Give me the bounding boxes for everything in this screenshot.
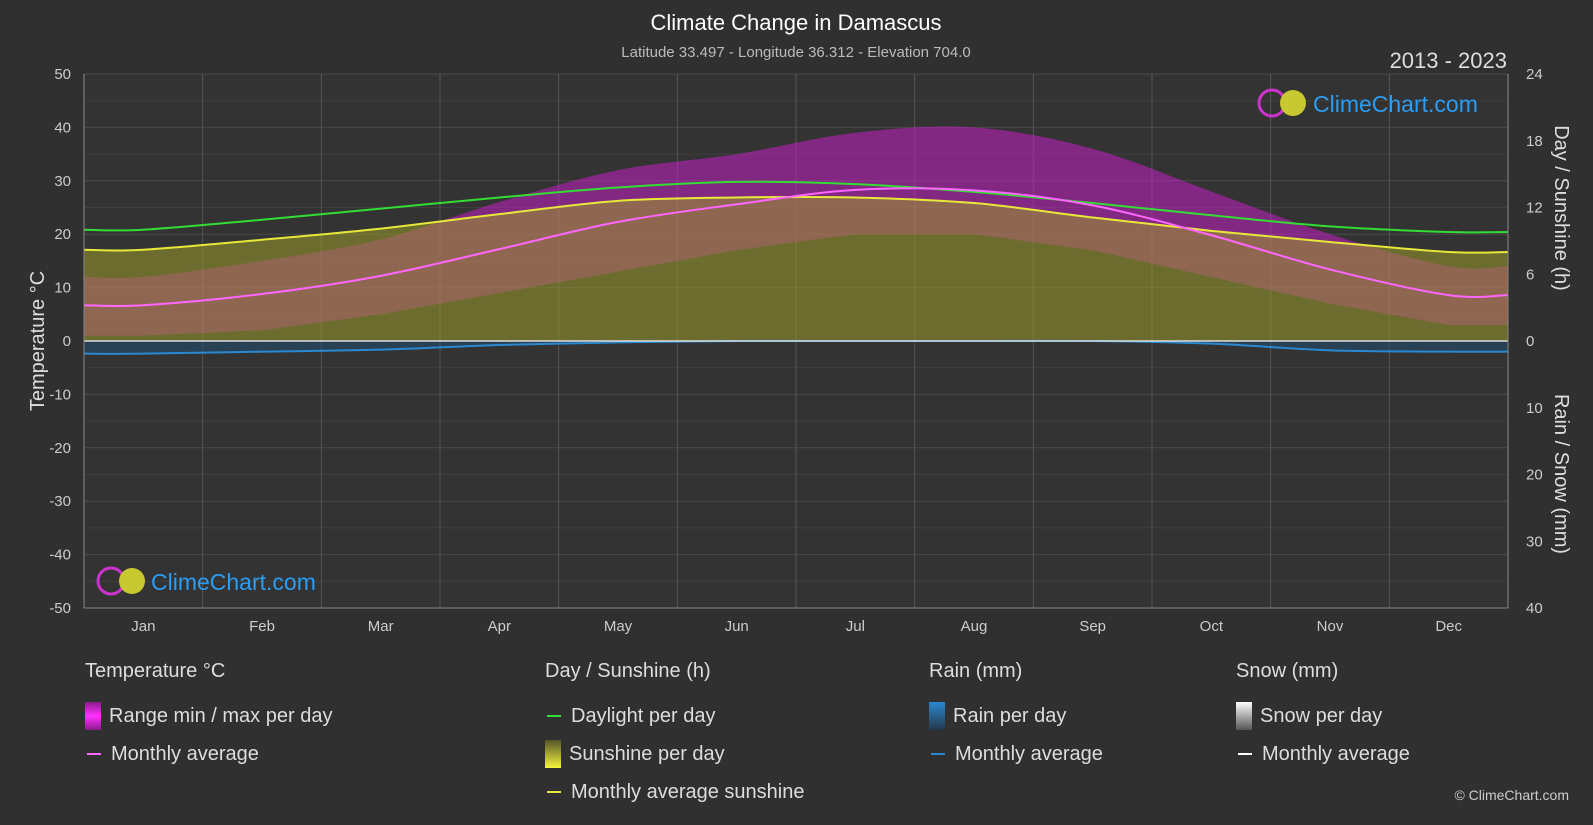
temp-avg-swatch (87, 753, 101, 755)
right-tick-label-rain: 30 (1526, 533, 1543, 550)
x-tick-label: Oct (1200, 618, 1224, 635)
daylight-swatch (547, 715, 561, 717)
sunshine-avg-swatch (547, 791, 561, 793)
temp-range-swatch (85, 702, 101, 730)
legend-temp-avg-label: Monthly average (111, 742, 259, 765)
legend-snow-avg-label: Monthly average (1262, 742, 1410, 765)
legend-sunshine-label: Sunshine per day (569, 742, 725, 765)
right-tick-label-rain: 20 (1526, 467, 1543, 484)
legend-rain-avg-label: Monthly average (955, 742, 1103, 765)
x-tick-label: Feb (249, 618, 275, 635)
left-tick-label: -40 (49, 547, 71, 564)
left-tick-label: -30 (49, 493, 71, 510)
right-tick-label-hours: 12 (1526, 200, 1543, 217)
legend-temperature-title: Temperature °C (85, 660, 226, 682)
x-tick-label: Jul (846, 618, 865, 635)
daylight-line (84, 180, 1508, 234)
chart-subtitle: Latitude 33.497 - Longitude 36.312 - Ele… (621, 44, 970, 61)
right-axis-label-top: Day / Sunshine (h) (1550, 125, 1572, 291)
right-tick-label-hours: 6 (1526, 266, 1534, 283)
chart-title: Climate Change in Damascus (650, 10, 941, 35)
legend-temp-range: Range min / max per day (85, 697, 332, 735)
left-tick-label: -50 (49, 600, 71, 617)
watermark-text-top: ClimeChart.com (1313, 91, 1478, 117)
left-tick-label: 20 (54, 226, 71, 243)
watermark-logo-top: ClimeChart.com (1257, 88, 1478, 118)
rain-swatch (929, 702, 945, 730)
left-tick-label: 40 (54, 119, 71, 136)
left-tick-label: 30 (54, 173, 71, 190)
data-bands (84, 126, 1508, 354)
left-axis-label: Temperature °C (27, 271, 49, 411)
left-tick-label: -20 (49, 440, 71, 457)
logo-sun-icon (119, 568, 145, 594)
right-tick-label-hours: 24 (1526, 66, 1543, 83)
x-tick-label: Dec (1435, 618, 1462, 635)
x-tick-label: Aug (961, 618, 988, 635)
copyright: © ClimeChart.com (1454, 787, 1569, 803)
legend-rain-title: Rain (mm) (929, 660, 1023, 682)
legend-rain: Rain (mm) Rain per day Monthly average (929, 660, 1103, 773)
sunshine-band (84, 196, 1508, 341)
axes: 50 40 30 20 10 0 -10 -20 -30 -40 -50 24 18 12 6 0 10 20 30… (49, 66, 1542, 635)
legend-sunshine-avg-label: Monthly average sunshine (571, 780, 805, 803)
snow-swatch (1236, 702, 1252, 730)
legend-sunshine-avg: Monthly average sunshine (545, 773, 804, 811)
legend-rain-day: Rain per day (929, 697, 1103, 735)
sunshine-swatch (545, 740, 561, 768)
right-tick-label-rain: 10 (1526, 400, 1543, 417)
watermark-text-bottom: ClimeChart.com (151, 569, 316, 595)
legend-rain-avg: Monthly average (929, 735, 1103, 773)
right-axis-label-bottom: Rain / Snow (mm) (1550, 394, 1572, 554)
left-tick-label: 10 (54, 280, 71, 297)
legend-temp-range-label: Range min / max per day (109, 704, 333, 727)
left-tick-label: 0 (63, 333, 71, 350)
left-tick-label: -10 (49, 386, 71, 403)
legend-sunshine-day: Sunshine per day (545, 735, 804, 773)
watermark-logo-bottom: ClimeChart.com (96, 566, 316, 596)
data-lines (84, 180, 1508, 355)
logo-sun-icon (1280, 90, 1306, 116)
rain-band (84, 341, 1508, 354)
right-tick-label-hours: 0 (1526, 333, 1534, 350)
snow-avg-swatch (1238, 753, 1252, 755)
legend-daylight-label: Daylight per day (571, 704, 716, 727)
legend-temperature: Temperature °C Range min / max per day M… (85, 660, 332, 773)
legend-rain-day-label: Rain per day (953, 704, 1067, 727)
x-tick-label: Jan (131, 618, 155, 635)
x-tick-label: Jun (725, 618, 749, 635)
legend-snow-title: Snow (mm) (1236, 660, 1339, 682)
legend-snow-day: Snow per day (1236, 697, 1410, 735)
legend-sunshine: Day / Sunshine (h) Daylight per day Suns… (545, 660, 804, 811)
rain-avg-swatch (931, 753, 945, 755)
legend-daylight: Daylight per day (545, 697, 804, 735)
legend-snow: Snow (mm) Snow per day Monthly average (1236, 660, 1410, 773)
right-tick-label-rain: 40 (1526, 600, 1543, 617)
x-tick-label: Sep (1079, 618, 1106, 635)
x-tick-label: Nov (1317, 618, 1344, 635)
x-tick-label: Mar (368, 618, 394, 635)
left-tick-label: 50 (54, 66, 71, 83)
period-label: 2013 - 2023 (1390, 48, 1507, 73)
legend-temp-avg: Monthly average (85, 735, 332, 773)
right-tick-label-hours: 18 (1526, 133, 1543, 150)
legend-snow-day-label: Snow per day (1260, 704, 1383, 727)
legend-sunshine-title: Day / Sunshine (h) (545, 660, 711, 682)
x-tick-label: May (604, 618, 633, 635)
legend-snow-avg: Monthly average (1236, 735, 1410, 773)
temp-avg-line (84, 187, 1508, 308)
x-tick-label: Apr (488, 618, 511, 635)
